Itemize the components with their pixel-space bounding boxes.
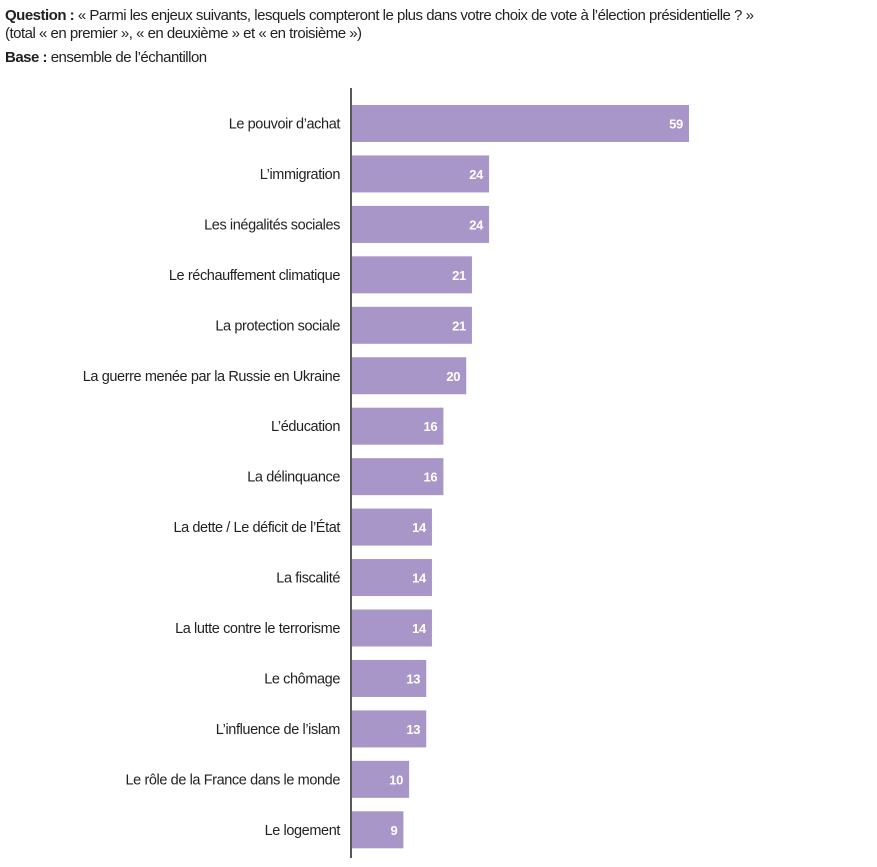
value-label: 14 [412, 571, 427, 586]
value-label: 16 [424, 419, 438, 434]
value-label: 20 [446, 369, 460, 384]
category-label: Le rôle de la France dans le monde [125, 772, 340, 788]
question-label: Question : [5, 7, 75, 24]
value-label: 24 [469, 167, 484, 182]
base-text: ensemble de l’échantillon [50, 49, 207, 66]
category-label: La délinquance [247, 470, 340, 486]
question-subtext: (total « en premier », « en deuxième » e… [5, 25, 362, 42]
value-label: 13 [406, 671, 420, 686]
category-label: La dette / Le déficit de l’État [173, 519, 340, 536]
category-label: La lutte contre le terrorisme [175, 621, 340, 637]
bar [352, 105, 689, 142]
category-label: L’immigration [260, 167, 341, 183]
bar [352, 205, 490, 243]
value-label: 21 [452, 268, 466, 283]
category-label: Le pouvoir d’achat [229, 117, 341, 133]
bar [352, 306, 472, 344]
category-label: Le logement [265, 823, 341, 839]
bar [352, 609, 432, 647]
value-label: 16 [424, 470, 438, 485]
category-label: L’éducation [271, 419, 340, 435]
bar [352, 811, 404, 849]
value-label: 21 [452, 318, 466, 333]
value-label: 9 [390, 823, 397, 838]
category-label: Le réchauffement climatique [169, 268, 340, 284]
bar [352, 256, 472, 294]
value-label: 14 [412, 520, 427, 535]
category-label: La guerre menée par la Russie en Ukraine [83, 369, 341, 385]
bar [352, 407, 444, 445]
bar [352, 710, 427, 748]
value-label: 24 [469, 217, 484, 232]
category-label: Le chômage [264, 671, 340, 687]
bar [352, 559, 432, 597]
bar [352, 659, 427, 697]
value-label: 14 [412, 621, 427, 636]
base-label: Base : [5, 49, 48, 66]
value-label: 13 [406, 722, 420, 737]
bar [352, 155, 490, 193]
value-label: 59 [669, 117, 683, 132]
question-line: Question : « Parmi les enjeux suivants, … [5, 7, 754, 24]
bar [352, 458, 444, 496]
category-label: La protection sociale [215, 318, 340, 334]
question-text: « Parmi les enjeux suivants, lesquels co… [77, 7, 754, 24]
value-label: 10 [389, 772, 403, 787]
category-label: Les inégalités sociales [204, 217, 340, 233]
base-line: Base : ensemble de l’échantillon [5, 49, 207, 66]
bar [352, 760, 410, 798]
bar [352, 508, 432, 546]
bar [352, 357, 467, 395]
category-label: L’influence de l’islam [216, 722, 341, 738]
category-label: La fiscalité [276, 571, 340, 587]
